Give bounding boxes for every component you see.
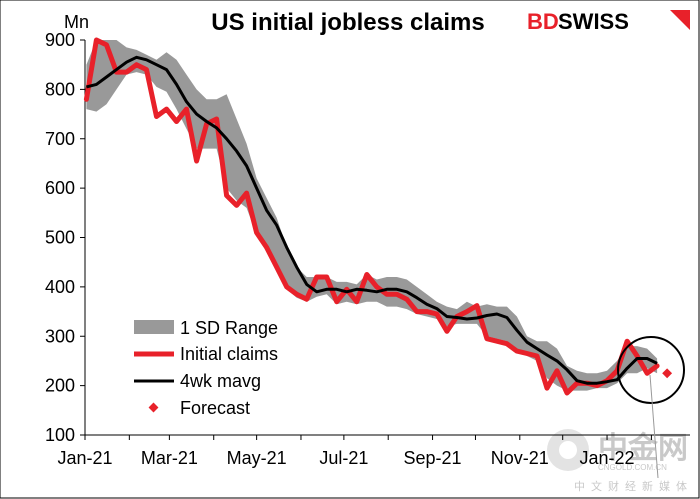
logo-text-swiss: SWISS	[558, 9, 629, 34]
y-tick-label: 300	[45, 326, 75, 346]
legend-label-claims: Initial claims	[180, 344, 278, 364]
legend-swatch-forecast	[148, 402, 159, 413]
y-tick-label: 400	[45, 277, 75, 297]
mavg-line	[86, 55, 658, 385]
legend-label-forecast: Forecast	[180, 398, 250, 418]
watermark-site: CNGOLD.COM.CN	[598, 463, 667, 472]
brand-logo: BD SWISS	[527, 9, 690, 34]
x-tick-label: Jan-21	[57, 448, 112, 468]
highlight-circle	[617, 336, 685, 404]
x-tick-label: Sep-21	[404, 448, 462, 468]
legend-label-mavg: 4wk mavg	[180, 371, 261, 391]
watermark: 中金网 CNGOLD.COM.CN 中文财经新媒体	[547, 429, 693, 493]
y-tick-label: 900	[45, 30, 75, 50]
legend: 1 SD Range Initial claims 4wk mavg Forec…	[134, 318, 278, 418]
watermark-logo-inner-icon	[559, 441, 577, 459]
x-tick-label: May-21	[227, 448, 287, 468]
chart-title: US initial jobless claims	[211, 9, 484, 36]
sd-range-band	[86, 40, 658, 391]
watermark-tagline: 中文财经新媒体	[574, 479, 693, 493]
y-axis-ticks: 100 200 300 400 500 600 700 800 900	[45, 30, 85, 445]
x-axis-ticks: Jan-21 Mar-21 May-21 Jul-21 Sep-21 Nov-21 Jan-…	[57, 435, 652, 468]
logo-corner-icon	[670, 10, 690, 30]
initial-claims-line	[83, 37, 660, 396]
x-tick-label: Jan-22	[580, 448, 635, 468]
x-tick-label: Mar-21	[141, 448, 198, 468]
legend-label-range: 1 SD Range	[180, 318, 278, 338]
highlight-pointer-line	[649, 374, 659, 479]
y-tick-label: 200	[45, 376, 75, 396]
y-tick-label: 100	[45, 425, 75, 445]
y-tick-label: 700	[45, 129, 75, 149]
watermark-name: 中金网	[598, 431, 688, 465]
y-tick-label: 800	[45, 79, 75, 99]
logo-text-bd: BD	[527, 9, 559, 34]
series-lines	[83, 37, 660, 396]
sd-range-area	[86, 40, 658, 391]
forecast-markers	[662, 368, 673, 379]
y-axis-unit: Mn	[64, 12, 89, 32]
x-tick-label: Jul-21	[319, 448, 368, 468]
y-tick-label: 600	[45, 178, 75, 198]
forecast-marker	[662, 368, 673, 379]
legend-swatch-range	[134, 320, 174, 334]
y-tick-label: 500	[45, 228, 75, 248]
x-tick-label: Nov-21	[491, 448, 549, 468]
